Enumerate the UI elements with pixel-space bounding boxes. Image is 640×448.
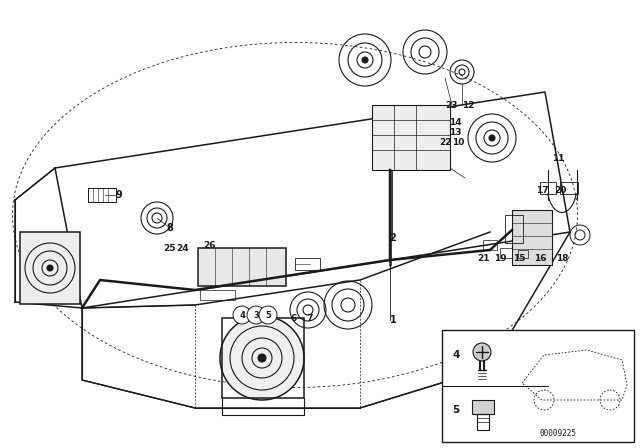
Text: 5: 5 [265, 310, 271, 319]
Text: 6: 6 [291, 314, 297, 323]
Bar [483, 240, 497, 250]
Text: 7: 7 [307, 314, 313, 323]
Text: 2: 2 [390, 233, 396, 243]
Circle shape [247, 306, 265, 324]
Circle shape [220, 316, 304, 400]
Text: 1: 1 [390, 315, 396, 325]
Circle shape [233, 306, 251, 324]
Circle shape [258, 354, 266, 362]
Text: 20: 20 [554, 185, 566, 194]
Text: 11: 11 [552, 154, 564, 163]
Bar [88, 188, 116, 202]
Text: 4: 4 [452, 350, 460, 360]
Bar [295, 258, 320, 270]
Text: 10: 10 [452, 138, 464, 146]
Circle shape [473, 343, 491, 361]
Bar [505, 215, 523, 243]
Text: 13: 13 [449, 128, 461, 137]
Text: 9: 9 [116, 190, 122, 200]
Text: 14: 14 [449, 117, 461, 126]
Bar [472, 400, 494, 414]
Text: 23: 23 [445, 100, 458, 109]
Text: 8: 8 [166, 223, 173, 233]
Bar [200, 290, 235, 300]
Text: 18: 18 [556, 254, 568, 263]
Text: 19: 19 [493, 254, 506, 263]
Text: 17: 17 [536, 185, 548, 194]
Circle shape [362, 57, 368, 63]
Text: 16: 16 [534, 254, 547, 263]
Bar [512, 210, 552, 265]
Text: 24: 24 [177, 244, 189, 253]
Bar [500, 248, 512, 258]
Bar [477, 414, 489, 430]
Bar [20, 232, 80, 304]
Bar [198, 248, 286, 286]
Text: 4: 4 [239, 310, 245, 319]
Text: 3: 3 [253, 310, 259, 319]
Bar [560, 182, 578, 194]
Text: 26: 26 [204, 241, 216, 250]
Text: 25: 25 [164, 244, 176, 253]
Text: 21: 21 [477, 254, 489, 263]
Bar [442, 330, 634, 442]
Bar [222, 318, 304, 398]
Bar [540, 182, 556, 194]
Text: 15: 15 [513, 254, 525, 263]
Circle shape [259, 306, 277, 324]
Text: 12: 12 [461, 100, 474, 109]
Text: 5: 5 [452, 405, 460, 415]
Text: 22: 22 [439, 138, 451, 146]
Circle shape [489, 135, 495, 141]
Bar [372, 105, 450, 170]
Bar [518, 250, 528, 258]
Circle shape [47, 265, 53, 271]
Text: 00009225: 00009225 [540, 429, 577, 438]
